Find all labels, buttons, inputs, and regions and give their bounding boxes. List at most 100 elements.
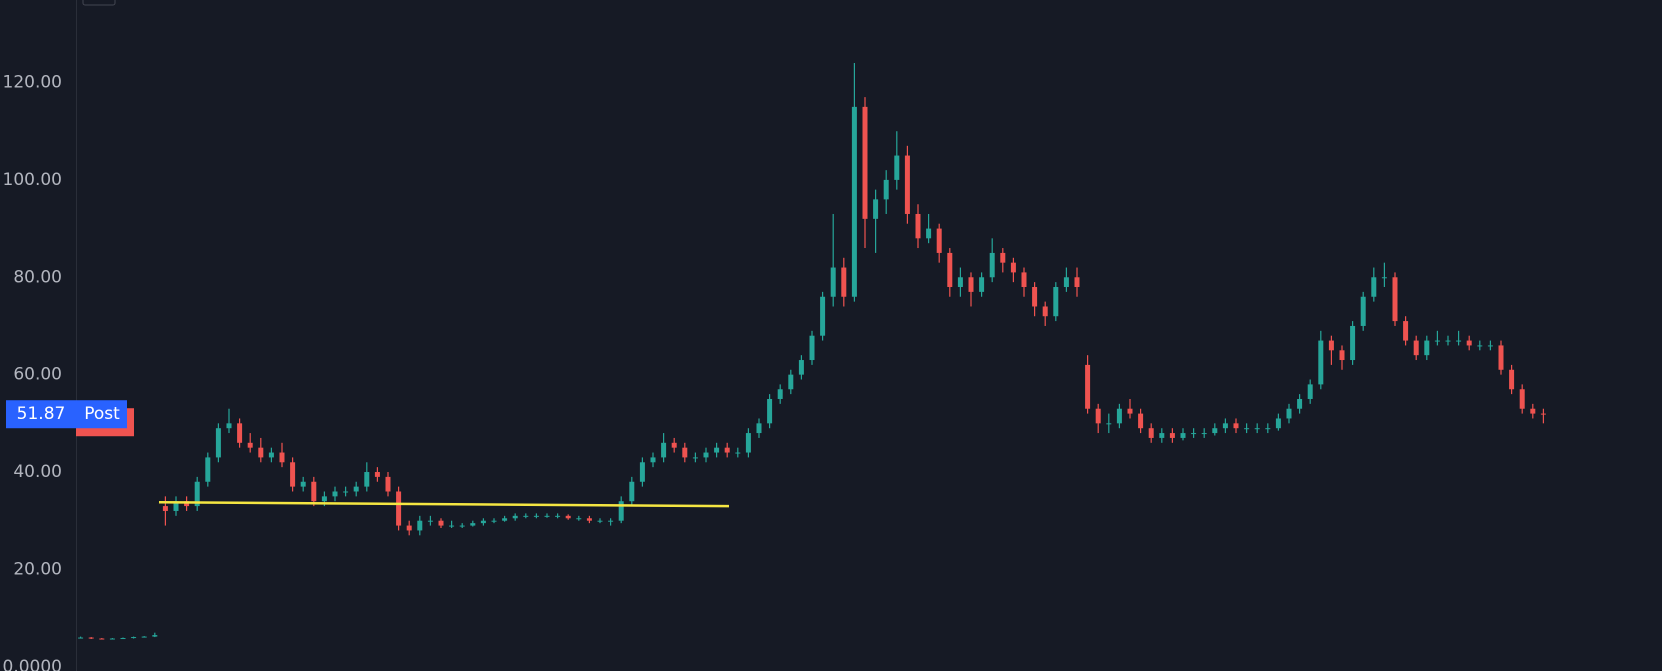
candle-body [1010,262,1016,273]
candle-body [873,199,879,219]
candle-body [1244,428,1250,430]
candle-body [989,252,995,278]
candle-body [1000,252,1006,263]
candle-body [1434,340,1440,342]
candle-body [279,452,285,463]
candle-body [1180,433,1186,438]
candle-body [141,636,147,638]
candle-body [1021,272,1027,288]
candle-body [862,106,868,219]
candle-body [99,638,105,640]
candle-body [1371,277,1377,297]
toolbar-button[interactable] [82,0,116,6]
candle-body [1053,287,1059,317]
candle-body [459,525,465,527]
candle-body [353,486,359,492]
candle-body [173,501,179,511]
candle-body [406,525,412,531]
candle-body [1201,433,1207,435]
candle-body [109,638,115,640]
candle-body [894,155,900,180]
candle-body [830,267,836,297]
candle-body [1318,340,1324,385]
candle-body [735,452,741,454]
candle-body [1339,350,1345,361]
candle-body [639,462,645,482]
candle-body [1074,277,1080,288]
candle-body [1307,384,1313,399]
candle-body [629,481,635,502]
y-tick-label: 60.00 [13,365,62,385]
candle-body [417,520,423,531]
candle-body [374,472,380,477]
candle-body [957,277,963,288]
candle-body [1212,428,1218,434]
candle-body [438,520,444,526]
candle-body [1487,345,1493,347]
y-tick-label: 120.00 [3,73,62,93]
candle-body [321,496,327,502]
candle-body [88,637,94,639]
candle-body [215,428,221,458]
candle-body [502,518,508,521]
candle-body [491,520,497,522]
candle-body [184,501,190,507]
candle-body [1286,408,1292,419]
candle-body [883,179,889,200]
session-badge [76,400,127,429]
candle-body [1498,345,1504,370]
candle-body [1222,423,1228,429]
session-label: Post [84,404,120,424]
candle-body [724,447,730,453]
candle-body [364,472,370,487]
candle-body [692,457,698,459]
candle-body [1159,433,1165,438]
candle-body [555,515,561,517]
candle-body [1148,428,1154,438]
candle-body [767,398,773,424]
candle-body [1106,423,1112,425]
candle-body [1424,340,1430,356]
candle-body [1477,345,1483,347]
candle-body [1519,389,1525,409]
candle-body [1392,277,1398,322]
candle-body [300,481,306,487]
candle-body [470,523,476,526]
candle-body [120,638,126,640]
candle-body [926,228,932,239]
candle-body [1233,423,1239,429]
candle-body [576,518,582,520]
candle-body [290,462,296,487]
candle-body [247,442,253,448]
candle-body [268,452,274,458]
candle-body [1456,340,1462,342]
candle-body [226,423,232,429]
candle-body [841,267,847,297]
candle-body [523,515,529,517]
candle-body [820,296,826,336]
candle-body [661,442,667,458]
candle-body [809,335,815,361]
candle-body [396,491,402,526]
candle-body [777,389,783,399]
candle-body [1530,408,1536,414]
candle-body [936,228,942,253]
candle-body [1127,408,1133,414]
candle-body [427,520,433,522]
candle-body [512,515,518,519]
candle-body [1085,364,1091,409]
candle-body [703,452,709,458]
candle-body [1116,408,1122,424]
candle-body [851,106,857,297]
candle-body [78,637,84,639]
candle-body [332,491,338,497]
trendline [158,500,730,508]
candle-body [1275,418,1281,429]
candle-body [480,520,486,524]
candle-body [131,637,137,639]
candle-body [1466,340,1472,346]
y-tick-label: 40.00 [13,462,62,482]
candle-body [343,491,349,493]
